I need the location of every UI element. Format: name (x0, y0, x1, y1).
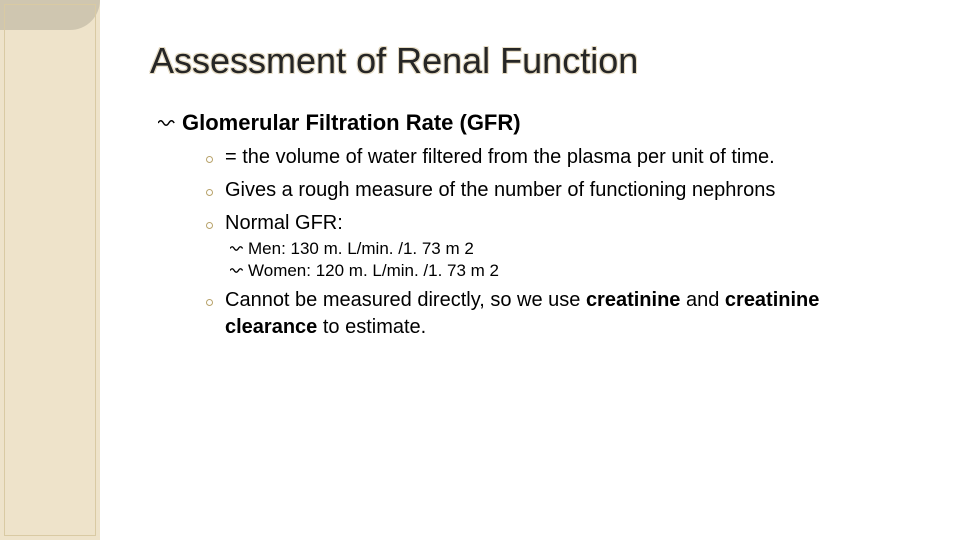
point-text: Normal GFR: (225, 210, 343, 237)
gfr-women-text: Women: 120 m. L/min. /1. 73 m 2 (248, 261, 499, 281)
heading-text: Glomerular Filtration Rate (GFR) (182, 110, 521, 136)
ring-bullet-icon (206, 189, 213, 196)
wave-bullet-icon (158, 116, 176, 130)
ring-bullet-icon (206, 156, 213, 163)
gfr-men-text: Men: 130 m. L/min. /1. 73 m 2 (248, 239, 474, 259)
bullet-lvl2-group: = the volume of water filtered from the … (206, 144, 910, 341)
list-item: Cannot be measured directly, so we use c… (206, 287, 910, 341)
sidebar-inner-border (4, 4, 96, 536)
bullet-lvl1: Glomerular Filtration Rate (GFR) = the v… (158, 110, 910, 341)
slide-title: Assessment of Renal Function (150, 40, 910, 82)
point-text: = the volume of water filtered from the … (225, 144, 775, 171)
list-item: Women: 120 m. L/min. /1. 73 m 2 (230, 261, 910, 281)
ring-bullet-icon (206, 299, 213, 306)
ring-bullet-icon (206, 222, 213, 229)
list-item: Normal GFR: (206, 210, 910, 237)
list-item: Men: 130 m. L/min. /1. 73 m 2 (230, 239, 910, 259)
bullet-lvl3-group: Men: 130 m. L/min. /1. 73 m 2 Women: 120… (230, 239, 910, 281)
wave-bullet-icon (230, 265, 244, 276)
list-item: Gives a rough measure of the number of f… (206, 177, 910, 204)
list-item: = the volume of water filtered from the … (206, 144, 910, 171)
slide-content: Assessment of Renal Function Glomerular … (100, 0, 960, 540)
wave-bullet-icon (230, 243, 244, 254)
point-text: Gives a rough measure of the number of f… (225, 177, 775, 204)
decorative-sidebar (0, 0, 100, 540)
point-text: Cannot be measured directly, so we use c… (225, 287, 910, 341)
